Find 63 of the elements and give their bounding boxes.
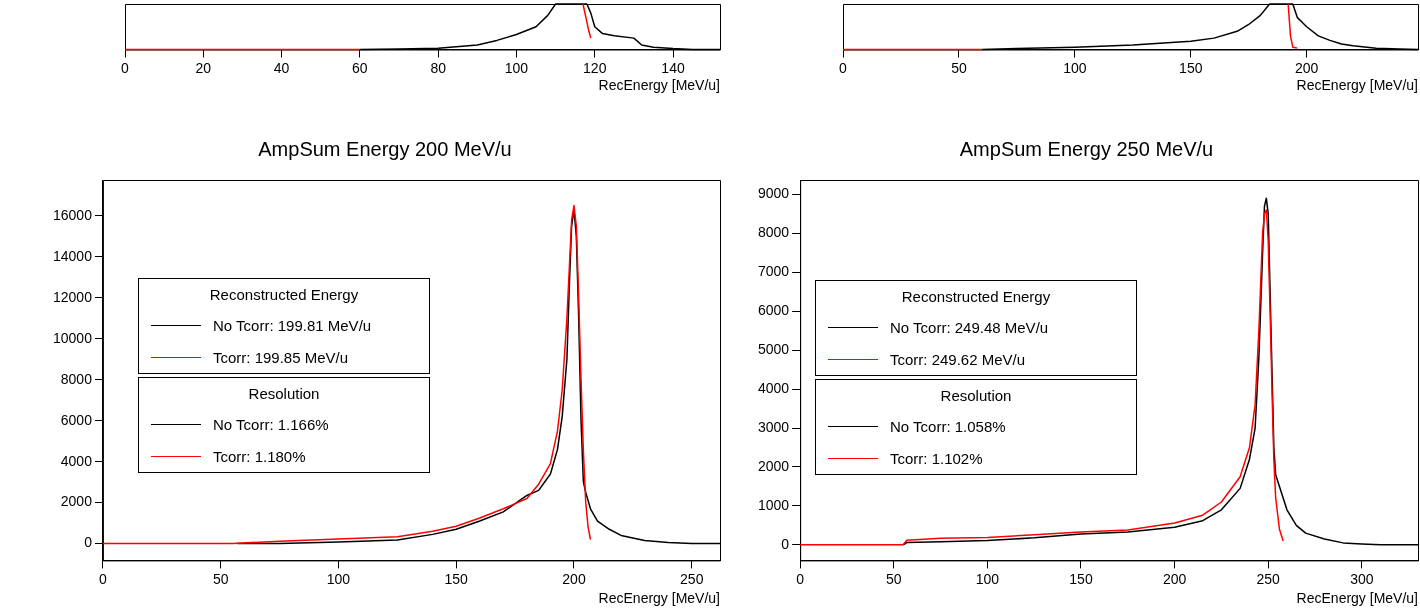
x-tick-label: 0 — [796, 570, 805, 587]
y-tick-label: 2000 — [60, 493, 93, 510]
x-tick-label: 0 — [99, 570, 108, 587]
annotation: No Tcorr: 1.058% — [890, 417, 1006, 435]
y-tick-label: 9000 — [757, 185, 790, 202]
x-tick-label: 60 — [352, 59, 368, 76]
x-tick-label: 100 — [1063, 59, 1087, 76]
x-tick-label: 200 — [1295, 59, 1319, 76]
legend-title: Reconstructed Energy — [208, 286, 360, 303]
annotation: Tcorr: 1.180% — [213, 447, 306, 465]
annotation: No Tcorr: 1.166% — [213, 415, 329, 433]
x-tick-label: 50 — [885, 570, 902, 587]
x-tick-label: 120 — [583, 59, 607, 76]
x-tick-label: 0 — [121, 59, 130, 76]
x-axis-title: RecEnergy [MeV/u] — [1296, 77, 1418, 94]
annotation: Tcorr: 1.102% — [890, 449, 983, 467]
y-tick-label: 8000 — [757, 224, 790, 241]
x-tick-label: 150 — [1179, 59, 1203, 76]
x-tick-label: 100 — [504, 59, 529, 76]
annotation: Resolution — [939, 387, 1013, 404]
y-tick-label: 6000 — [60, 411, 93, 428]
y-tick-label: 0 — [84, 534, 93, 551]
x-tick-label: 250 — [680, 570, 704, 587]
x-tick-label: 0 — [839, 59, 848, 76]
annotation: Resolution — [247, 385, 321, 402]
x-tick-label: 200 — [1162, 570, 1187, 587]
chart-title: AmpSum Energy 200 MeV/u — [258, 137, 512, 160]
x-tick-label: 140 — [661, 59, 685, 76]
x-tick-label: 100 — [326, 570, 351, 587]
y-tick-label: 4000 — [757, 379, 790, 396]
x-tick-label: 50 — [212, 570, 229, 587]
x-tick-label: 100 — [975, 570, 1000, 587]
chart-title: AmpSum Energy 250 MeV/u — [959, 137, 1214, 160]
y-tick-label: 4000 — [60, 452, 93, 469]
y-tick-label: 2000 — [757, 457, 790, 474]
y-tick-label: 7000 — [757, 263, 790, 280]
y-tick-label: 10000 — [52, 329, 93, 346]
y-tick-label: 0 — [781, 535, 790, 552]
x-axis-title: RecEnergy [MeV/u] — [598, 77, 720, 94]
y-tick-label: 14000 — [52, 247, 93, 264]
x-tick-label: 300 — [1350, 570, 1374, 587]
legend-title: Reconstructed Energy — [900, 288, 1052, 305]
x-tick-label: 50 — [951, 59, 967, 76]
x-axis-title: RecEnergy [MeV/u] — [598, 590, 720, 607]
y-tick-label: 16000 — [52, 206, 93, 223]
x-tick-label: 20 — [195, 59, 212, 76]
legend-label: No Tcorr: 199.81 MeV/u — [213, 316, 372, 334]
y-tick-label: 8000 — [60, 370, 93, 387]
x-tick-label: 40 — [273, 59, 290, 76]
x-tick-label: 80 — [430, 59, 447, 76]
legend-label: Tcorr: 249.62 MeV/u — [890, 350, 1026, 368]
legend-label: Tcorr: 199.85 MeV/u — [213, 348, 349, 366]
x-tick-label: 200 — [562, 570, 586, 587]
y-tick-label: 12000 — [52, 288, 93, 305]
x-tick-label: 150 — [444, 570, 469, 587]
y-tick-label: 5000 — [757, 341, 790, 358]
y-tick-label: 6000 — [757, 302, 790, 319]
x-tick-label: 250 — [1256, 570, 1281, 587]
y-tick-label: 1000 — [757, 496, 790, 513]
x-axis-title: RecEnergy [MeV/u] — [1296, 590, 1418, 607]
legend-label: No Tcorr: 249.48 MeV/u — [890, 318, 1049, 336]
y-tick-label: 3000 — [757, 418, 790, 435]
x-tick-label: 150 — [1069, 570, 1093, 587]
